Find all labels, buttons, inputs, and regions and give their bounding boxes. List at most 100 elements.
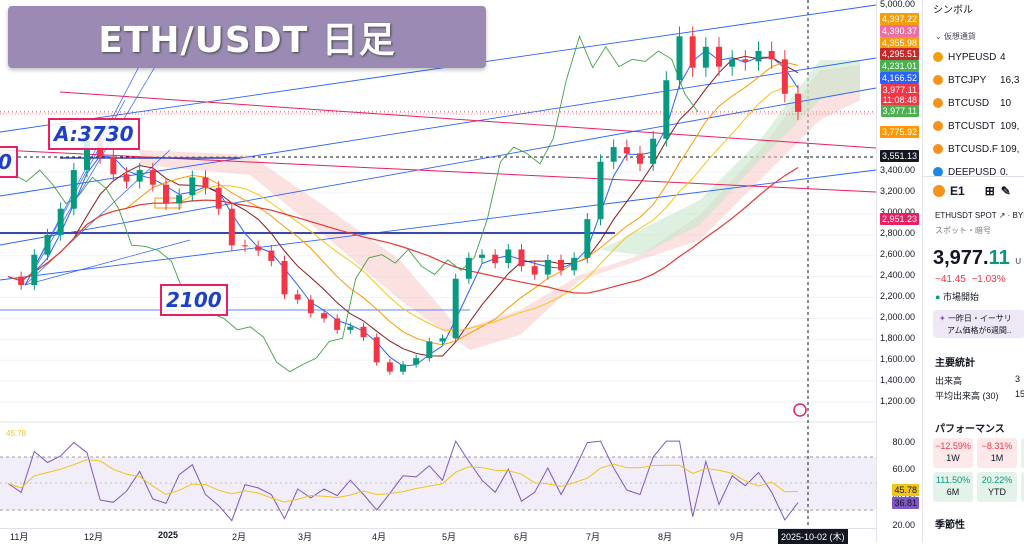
rsi-ma-line — [7, 459, 799, 503]
price-tick: 2,600.00 — [879, 249, 915, 259]
annotation-left-level: 0 — [0, 146, 18, 178]
candle-body — [531, 266, 538, 275]
time-tick: 11月 — [10, 532, 29, 542]
candle-body — [689, 36, 696, 68]
time-axis[interactable]: 11月 12月 2025 2月 3月 4月 5月 6月 7月 8月 9月 2025-10-02 (木) — [0, 528, 876, 544]
symbol-subtitle: スポット・暗号 — [935, 226, 991, 235]
candle-body — [544, 259, 551, 275]
coin-icon — [933, 75, 943, 85]
price-change: −41.45 −1.03% — [935, 274, 1006, 285]
watchlist-value: 4 — [1000, 51, 1006, 63]
candle-body — [242, 245, 248, 247]
candle-body — [584, 219, 591, 258]
price-axis[interactable]: 5,000.00 3,400.00 3,200.00 3,000.00 2,800.00… — [876, 0, 921, 542]
candle-body — [465, 257, 472, 279]
annotation-2100-level: 2100 — [160, 284, 228, 316]
watchlist-panel: シンボル ⌄ 仮想通貨 HYPEUSD 4 BTCJPY 16,3 BTCUSD 10 BT… — [922, 0, 1024, 542]
candle-body — [334, 318, 341, 330]
time-tick: 5月 — [442, 532, 457, 542]
price-tag: 3,977.11 — [880, 105, 919, 117]
price-tag: 3,775.92 — [879, 126, 919, 138]
rsi-line — [7, 439, 799, 522]
candle-body — [400, 364, 406, 372]
candle-body — [255, 246, 262, 251]
last-price: 3,977.11 U — [933, 247, 1022, 269]
perf-box[interactable]: 5 — [1021, 472, 1024, 502]
price-tag: 4,166.52 — [879, 72, 919, 84]
panel-group[interactable]: ⌄ 仮想通貨 — [935, 32, 976, 41]
candle-body — [189, 177, 196, 196]
price-tick: 2,000.00 — [879, 312, 915, 322]
price-tag: 3,551.13 — [879, 150, 919, 162]
watchlist-item[interactable]: BTCUSD 10 — [933, 94, 1011, 112]
ma-line-red — [7, 166, 799, 294]
ichimoku-cloud-bear — [140, 65, 860, 350]
perf-box[interactable]: 6 — [1021, 438, 1024, 468]
candle-body — [479, 254, 485, 258]
time-tick: 2月 — [232, 532, 247, 542]
time-tick: 4月 — [372, 532, 387, 542]
perf-box[interactable]: 20.22% YTD — [977, 472, 1017, 502]
time-tick: 6月 — [514, 532, 529, 542]
candle-body — [426, 341, 433, 359]
symbol-header[interactable]: E1 ⊞ ✎ — [933, 184, 1011, 198]
candle-body — [755, 50, 762, 62]
news-card[interactable]: ✦ 一昨日・イーサリ アム価格が6週間.. — [933, 310, 1024, 338]
watchlist-symbol: BTCUSD.F — [948, 143, 998, 155]
watchlist-symbol: BTCUSDT — [948, 120, 996, 132]
price-chart[interactable]: 45.78 — [0, 0, 920, 542]
coin-icon — [933, 167, 943, 177]
stat-row: 出来高 3 — [935, 374, 1021, 386]
trend-line — [0, 169, 877, 281]
watchlist-item[interactable]: BTCUSDT 109, — [933, 117, 1019, 135]
coin-icon — [933, 121, 943, 131]
time-tick: 7月 — [586, 532, 601, 542]
rsi-tag: 36.81 — [892, 497, 919, 509]
ma-line-orange — [7, 61, 799, 346]
edit-icon[interactable]: ✎ — [1000, 184, 1011, 198]
candle-body — [795, 93, 801, 112]
eth-icon — [933, 185, 945, 197]
candle-body — [268, 250, 275, 261]
market-status: ● 市場開始 — [935, 292, 979, 302]
perf-box[interactable]: −8.31% 1M — [977, 438, 1017, 468]
candle-body — [386, 362, 393, 372]
watchlist-item[interactable]: DEEPUSD 0. — [933, 163, 1008, 181]
price-tick: 2,200.00 — [879, 291, 915, 301]
perf-box[interactable]: 111.50% 6M — [933, 472, 973, 502]
perf-box[interactable]: −12.59% 1W — [933, 438, 973, 468]
watchlist-item[interactable]: HYPEUSD 4 — [933, 48, 1006, 66]
price-tick: 3,000.00 — [879, 207, 915, 217]
price-tick: 1,400.00 — [879, 375, 915, 385]
candle-body — [347, 326, 354, 330]
price-tag: 3,977.11 — [880, 84, 919, 96]
symbol-fullname: ETHUSDT SPOT ↗ · BYB — [935, 211, 1024, 220]
candle-body — [321, 313, 327, 319]
stats-title: 主要統計 — [935, 358, 975, 369]
external-link-icon[interactable]: ↗ — [998, 211, 1006, 220]
trend-line — [0, 4, 877, 133]
watchlist-item[interactable]: BTCJPY 16,3 — [933, 71, 1019, 89]
price-tick: 3,200.00 — [879, 186, 915, 196]
watchlist-item[interactable]: BTCUSD.F 109, — [933, 140, 1019, 158]
candle-body — [610, 147, 617, 162]
alert-icon — [793, 403, 807, 417]
resistance-line — [59, 91, 877, 149]
candle-body — [637, 153, 643, 164]
candle-body — [729, 59, 736, 67]
annotation-a-level: A:3730 — [48, 118, 140, 150]
candle-body — [373, 337, 380, 363]
cursor-date: 2025-10-02 (木) — [778, 529, 848, 544]
chikou-span — [0, 34, 699, 373]
title-banner: ETH/USDT 日足 — [8, 6, 486, 68]
grid-icon[interactable]: ⊞ — [984, 184, 995, 198]
candle-body — [571, 257, 578, 271]
candle-body — [492, 254, 499, 264]
candle-body — [439, 338, 446, 342]
rsi-tick: 60.00 — [892, 464, 915, 474]
candle-body — [360, 326, 367, 338]
trend-line — [0, 87, 877, 246]
watchlist-symbol: BTCJPY — [948, 74, 987, 86]
candle-body — [31, 254, 38, 285]
candle-body — [768, 50, 775, 60]
